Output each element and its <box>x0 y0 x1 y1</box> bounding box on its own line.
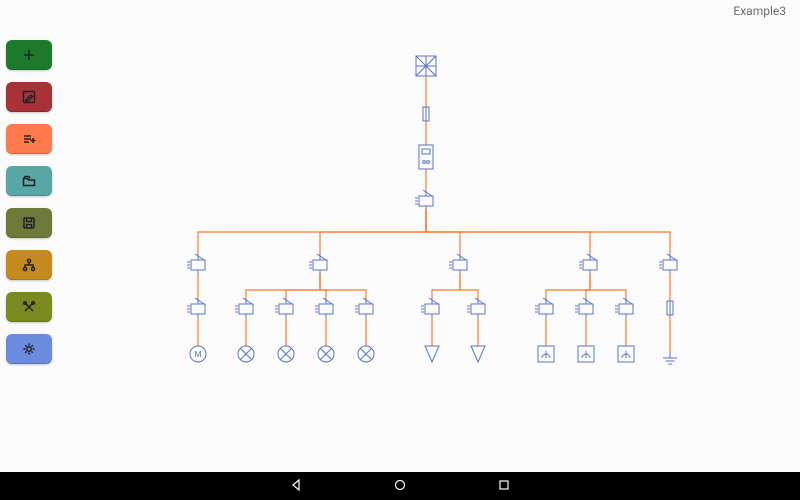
node-mcb3a[interactable] <box>421 298 439 318</box>
home-icon[interactable] <box>393 477 407 496</box>
node-L1[interactable] <box>238 346 254 362</box>
wire-mcb4-mcb4c <box>590 274 626 298</box>
node-mcb2[interactable] <box>309 254 327 274</box>
node-S3[interactable] <box>618 346 634 362</box>
node-A2[interactable] <box>471 346 485 362</box>
node-GND[interactable] <box>663 352 677 364</box>
node-S1[interactable] <box>538 346 554 362</box>
recent-icon[interactable] <box>497 477 511 496</box>
wire-mcb2-mcb2d <box>320 274 366 298</box>
android-navbar <box>0 472 800 500</box>
node-mcb4[interactable] <box>579 254 597 274</box>
wire-mcb2-mcb2a <box>246 274 320 298</box>
svg-text:M: M <box>195 350 202 359</box>
node-src[interactable] <box>416 56 436 76</box>
wire-mcb2-mcb2c <box>320 274 326 298</box>
node-mcb2a[interactable] <box>235 298 253 318</box>
wire-mcb3-mcb3b <box>460 274 478 298</box>
node-f5[interactable] <box>667 301 673 315</box>
node-mcb1a[interactable] <box>187 298 205 318</box>
node-mcb4b[interactable] <box>575 298 593 318</box>
back-icon[interactable] <box>289 477 303 496</box>
node-mcb3b[interactable] <box>467 298 485 318</box>
node-L4[interactable] <box>358 346 374 362</box>
node-mcb3[interactable] <box>449 254 467 274</box>
node-fuse[interactable] <box>423 107 429 121</box>
node-L2[interactable] <box>278 346 294 362</box>
node-mcb2b[interactable] <box>275 298 293 318</box>
wire-mcb4-mcb4a <box>546 274 590 298</box>
diagram-canvas[interactable]: M <box>0 0 800 480</box>
node-mcb5[interactable] <box>659 254 677 274</box>
wire-mcb2-mcb2b <box>286 274 320 298</box>
wire-mcb0-mcb5 <box>426 210 670 254</box>
wire-mcb0-mcb2 <box>320 210 426 254</box>
node-S2[interactable] <box>578 346 594 362</box>
wire-mcb3-mcb3a <box>432 274 460 298</box>
node-mcb0[interactable] <box>415 190 433 210</box>
node-meter[interactable] <box>419 145 433 169</box>
node-mcb2d[interactable] <box>355 298 373 318</box>
node-mcb4a[interactable] <box>535 298 553 318</box>
node-mcb4c[interactable] <box>615 298 633 318</box>
node-A1[interactable] <box>425 346 439 362</box>
node-mcb2c[interactable] <box>315 298 333 318</box>
node-M[interactable]: M <box>190 346 206 362</box>
node-mcb1[interactable] <box>187 254 205 274</box>
node-L3[interactable] <box>318 346 334 362</box>
